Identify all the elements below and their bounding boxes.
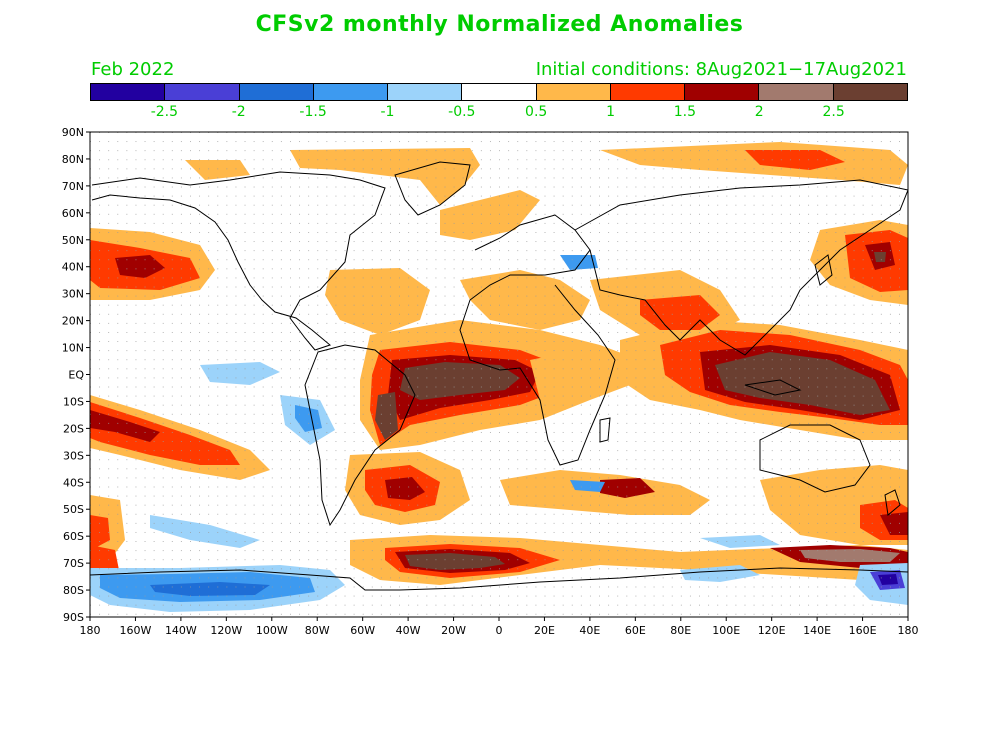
colorbar-box <box>165 84 240 100</box>
lat-label: EQ <box>68 369 84 382</box>
coastlines <box>90 161 908 591</box>
lon-label: 160E <box>849 624 877 637</box>
colorbar-box <box>313 84 389 100</box>
colorbar-box <box>91 84 166 100</box>
lon-label: 0 <box>496 624 503 637</box>
colorbar-box <box>388 84 463 100</box>
colorbar <box>90 83 908 101</box>
colorbar-tick-label: 1.5 <box>673 104 697 120</box>
lat-label: 30N <box>62 288 84 301</box>
colorbar-tick-label: -2 <box>231 104 246 120</box>
lon-label: 140E <box>803 624 831 637</box>
colorbar-box <box>685 84 760 100</box>
lat-label: 50S <box>63 503 84 516</box>
lat-label: 80S <box>63 584 84 597</box>
lon-label: 60W <box>350 624 375 637</box>
lat-label: 40N <box>62 261 84 274</box>
lon-label: 40W <box>396 624 421 637</box>
lon-label: 20E <box>534 624 555 637</box>
lat-label: 80N <box>62 153 84 166</box>
lat-label: 20S <box>63 422 84 435</box>
map-title: CFSv2 monthly Normalized Anomalies <box>255 12 744 37</box>
lat-label: 40S <box>63 476 84 489</box>
latitude-axis: 90N 80N 70N 60N 50N 40N 30N 20N 10N EQ 10S 20S 30S 40… <box>62 126 90 624</box>
lat-label: 30S <box>63 449 84 462</box>
colorbar-tick-label: -1.5 <box>299 104 327 120</box>
lon-label: 120E <box>758 624 786 637</box>
longitude-axis: 180 160W 140W 120W 100W 80W 60W 40W 20W 0 20E 40E 60… <box>80 617 919 637</box>
colorbar-tick-label: -2.5 <box>150 104 179 120</box>
colorbar-tick-label: -0.5 <box>448 104 476 120</box>
lon-label: 80W <box>305 624 330 637</box>
colorbar-box <box>610 84 686 100</box>
colorbar-box <box>462 84 537 100</box>
colorbar-box <box>759 84 834 100</box>
valid-month: Feb 2022 <box>91 59 175 80</box>
lat-label: 10N <box>62 342 84 355</box>
lat-label: 10S <box>63 395 84 408</box>
initial-conditions: Initial conditions: 8Aug2021−17Aug2021 <box>535 59 907 80</box>
lon-label: 180 <box>80 624 101 637</box>
lon-label: 100W <box>256 624 288 637</box>
lat-label: 70S <box>63 557 84 570</box>
lon-label: 140W <box>165 624 197 637</box>
lat-label: 50N <box>62 234 84 247</box>
colorbar-box <box>239 84 314 100</box>
lon-label: 100E <box>712 624 740 637</box>
lat-label: 60N <box>62 207 84 220</box>
lon-label: 40E <box>579 624 600 637</box>
lon-label: 60E <box>625 624 646 637</box>
lon-label: 80E <box>670 624 691 637</box>
lat-label: 60S <box>63 530 84 543</box>
anomaly-field <box>90 132 908 617</box>
lon-label: 180 <box>898 624 919 637</box>
lat-label: 70N <box>62 180 84 193</box>
colorbar-tick-label: 2 <box>754 104 764 120</box>
colorbar-tick-label: 1 <box>606 104 615 120</box>
lat-label: 20N <box>62 315 84 328</box>
lon-label: 120W <box>210 624 242 637</box>
colorbar-tick-label: -1 <box>380 104 395 120</box>
colorbar-box <box>536 84 611 100</box>
lon-label: 160W <box>120 624 152 637</box>
lat-label: 90N <box>62 126 84 139</box>
colorbar-box <box>833 84 907 100</box>
colorbar-tick-label: 2.5 <box>822 104 845 120</box>
colorbar-tick-label: 0.5 <box>525 104 548 120</box>
lat-label: 90S <box>63 611 84 624</box>
lon-label: 20W <box>441 624 466 637</box>
